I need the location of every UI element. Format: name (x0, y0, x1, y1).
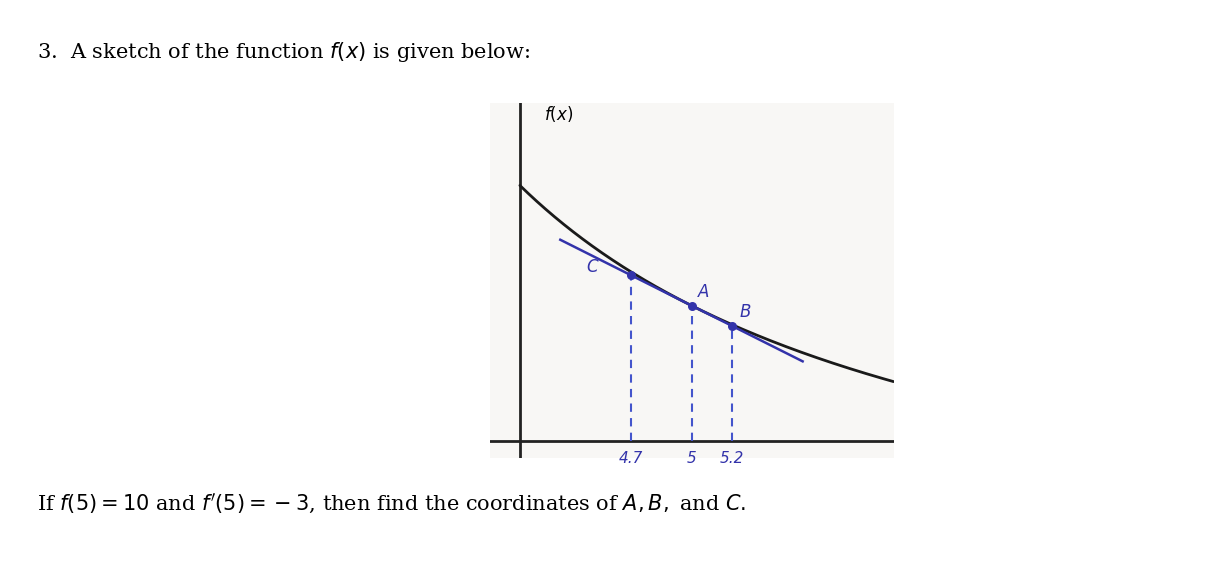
Point (622, 271, 641, 280)
Text: A: A (698, 283, 709, 301)
Text: $f(x)$: $f(x)$ (545, 104, 573, 124)
Text: B: B (741, 303, 752, 321)
Text: 5.2: 5.2 (720, 451, 744, 466)
Point (682, 301, 701, 310)
Point (722, 321, 742, 331)
Text: C: C (586, 258, 599, 276)
Text: 4.7: 4.7 (619, 451, 643, 466)
Text: 3.  A sketch of the function $f(x)$ is given below:: 3. A sketch of the function $f(x)$ is gi… (37, 40, 530, 64)
Text: 5: 5 (687, 451, 696, 466)
Text: If $f(5) = 10$ and $f'(5) = -3$, then find the coordinates of $A, B,$ and $C.$: If $f(5) = 10$ and $f'(5) = -3$, then fi… (37, 492, 745, 516)
